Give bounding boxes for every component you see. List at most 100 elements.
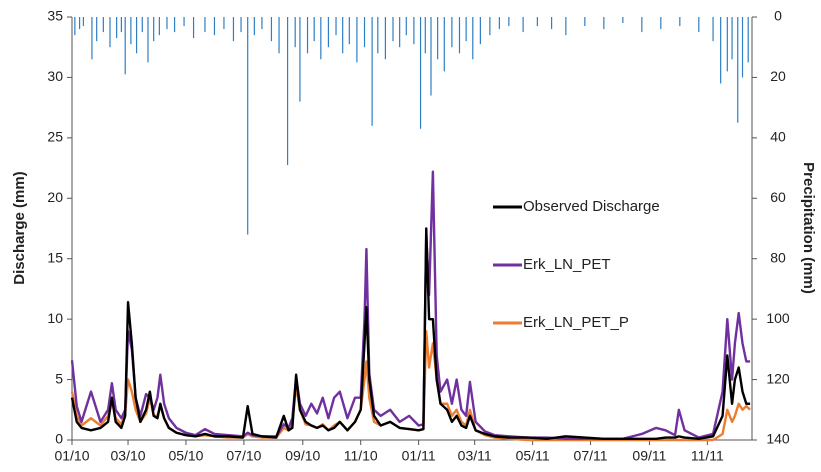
precipitation-bar [294, 17, 296, 48]
precipitation-bar [551, 17, 553, 30]
discharge-line [70, 227, 751, 440]
x-tick-label: 03/11 [458, 448, 492, 464]
precipitation-bar [306, 17, 309, 54]
precipitation-bar [183, 17, 185, 27]
precipitation-bar [458, 17, 461, 54]
precipitation-bar [173, 17, 176, 33]
y-tick-label: 30 [47, 68, 63, 84]
precipitation-bar [356, 17, 358, 63]
y2-tick-label: 0 [774, 8, 782, 24]
precipitation-bar [737, 17, 739, 123]
precipitation-bar [109, 17, 111, 48]
precipitation-bar [120, 17, 122, 33]
precipitation-bar [223, 17, 225, 30]
y2-tick-label: 60 [770, 189, 786, 205]
precipitation-bar [348, 17, 350, 45]
precipitation-bar [522, 17, 524, 33]
precipitation-bar [286, 17, 289, 166]
y2-tick-label: 120 [766, 370, 790, 386]
precipitation-bar [130, 17, 132, 45]
x-tick-label: 09/10 [285, 448, 320, 464]
precipitation-bar [508, 17, 510, 27]
precipitation-bar [116, 17, 118, 39]
x-tick-label: 01/11 [402, 448, 436, 464]
precipitation-bar [78, 17, 81, 30]
y-tick-label: 25 [47, 129, 63, 145]
precipitation-bar [451, 17, 453, 48]
legend-label: Observed Discharge [523, 198, 660, 215]
precipitation-bar [158, 17, 160, 36]
precipitation-bar [720, 17, 722, 84]
precipitation-bar [747, 17, 749, 63]
precipitation-bar [679, 17, 681, 27]
x-tick-label: 05/10 [168, 448, 203, 464]
precipitation-bar [424, 17, 426, 54]
y2-tick-label: 100 [766, 310, 790, 326]
x-tick-label: 05/11 [516, 448, 550, 464]
precipitation-bar [253, 17, 255, 36]
y2-axis-title: Precipitation (mm) [800, 162, 817, 294]
precipitation-bar [74, 17, 76, 36]
precipitation-bar [660, 17, 662, 30]
precipitation-bar [135, 17, 138, 54]
precipitation-bar [472, 17, 474, 60]
x-tick-label: 09/11 [632, 448, 666, 464]
precipitation-bar [313, 17, 315, 42]
precipitation-bar [141, 17, 143, 33]
precipitation-bar [419, 17, 422, 129]
precipitation-bar [731, 17, 733, 60]
precipitation-bar [536, 17, 538, 27]
precipitation-bar [377, 17, 379, 54]
x-tick-label: 07/10 [226, 448, 261, 464]
precipitation-bar [384, 17, 387, 60]
precipitation-bar [299, 17, 301, 102]
precipitation-bar [91, 17, 93, 60]
y2-tick-label: 40 [770, 129, 786, 145]
precipitation-bar [712, 17, 714, 42]
y-tick-label: 15 [47, 249, 63, 265]
precipitation-bar [232, 17, 235, 42]
precipitation-bar [698, 17, 700, 33]
precipitation-bar [498, 17, 500, 30]
precipitation-bar [192, 17, 195, 39]
precipitation-bar [261, 17, 263, 30]
precipitation-bar [327, 17, 330, 48]
y-tick-label: 0 [55, 431, 63, 447]
precipitation-bar [342, 17, 344, 54]
precipitation-bar [726, 17, 728, 72]
x-tick-label: 01/10 [54, 448, 89, 464]
precipitation-bar [741, 17, 744, 78]
y-axis-title: Discharge (mm) [11, 171, 28, 284]
precipitation-bar [565, 17, 567, 36]
precipitation-bar [437, 17, 439, 60]
y-tick-label: 10 [47, 310, 63, 326]
precipitation-bar [489, 17, 491, 36]
precipitation-bar [153, 17, 155, 42]
precipitation-bar [278, 17, 280, 54]
y-tick-label: 35 [47, 8, 63, 24]
x-tick-label: 11/10 [344, 448, 378, 464]
precipitation-bar [584, 17, 586, 27]
precipitation-bar [213, 17, 216, 36]
precipitation-bar [641, 17, 643, 33]
precipitation-bar [371, 17, 373, 126]
precipitation-bar [399, 17, 401, 48]
precipitation-bar [320, 17, 322, 60]
legend-label: Erk_LN_PET [523, 256, 611, 273]
precipitation-bar [363, 17, 366, 48]
precipitation-bar [405, 17, 407, 36]
x-tick-label: 11/11 [691, 448, 724, 464]
precipitation-bar [270, 17, 273, 42]
precipitation-bar [335, 17, 337, 36]
y2-tick-label: 80 [770, 249, 786, 265]
y2-tick-label: 20 [770, 68, 786, 84]
precipitation-bar [96, 17, 98, 42]
precipitation-bar [392, 17, 394, 42]
precipitation-bar [247, 17, 249, 235]
precipitation-bar [240, 17, 242, 33]
precipitation-bar [603, 17, 605, 30]
y2-tick-label: 140 [766, 431, 790, 447]
precipitation-bar [166, 17, 168, 30]
precipitation-bar [479, 17, 481, 45]
y-tick-label: 5 [55, 370, 63, 386]
